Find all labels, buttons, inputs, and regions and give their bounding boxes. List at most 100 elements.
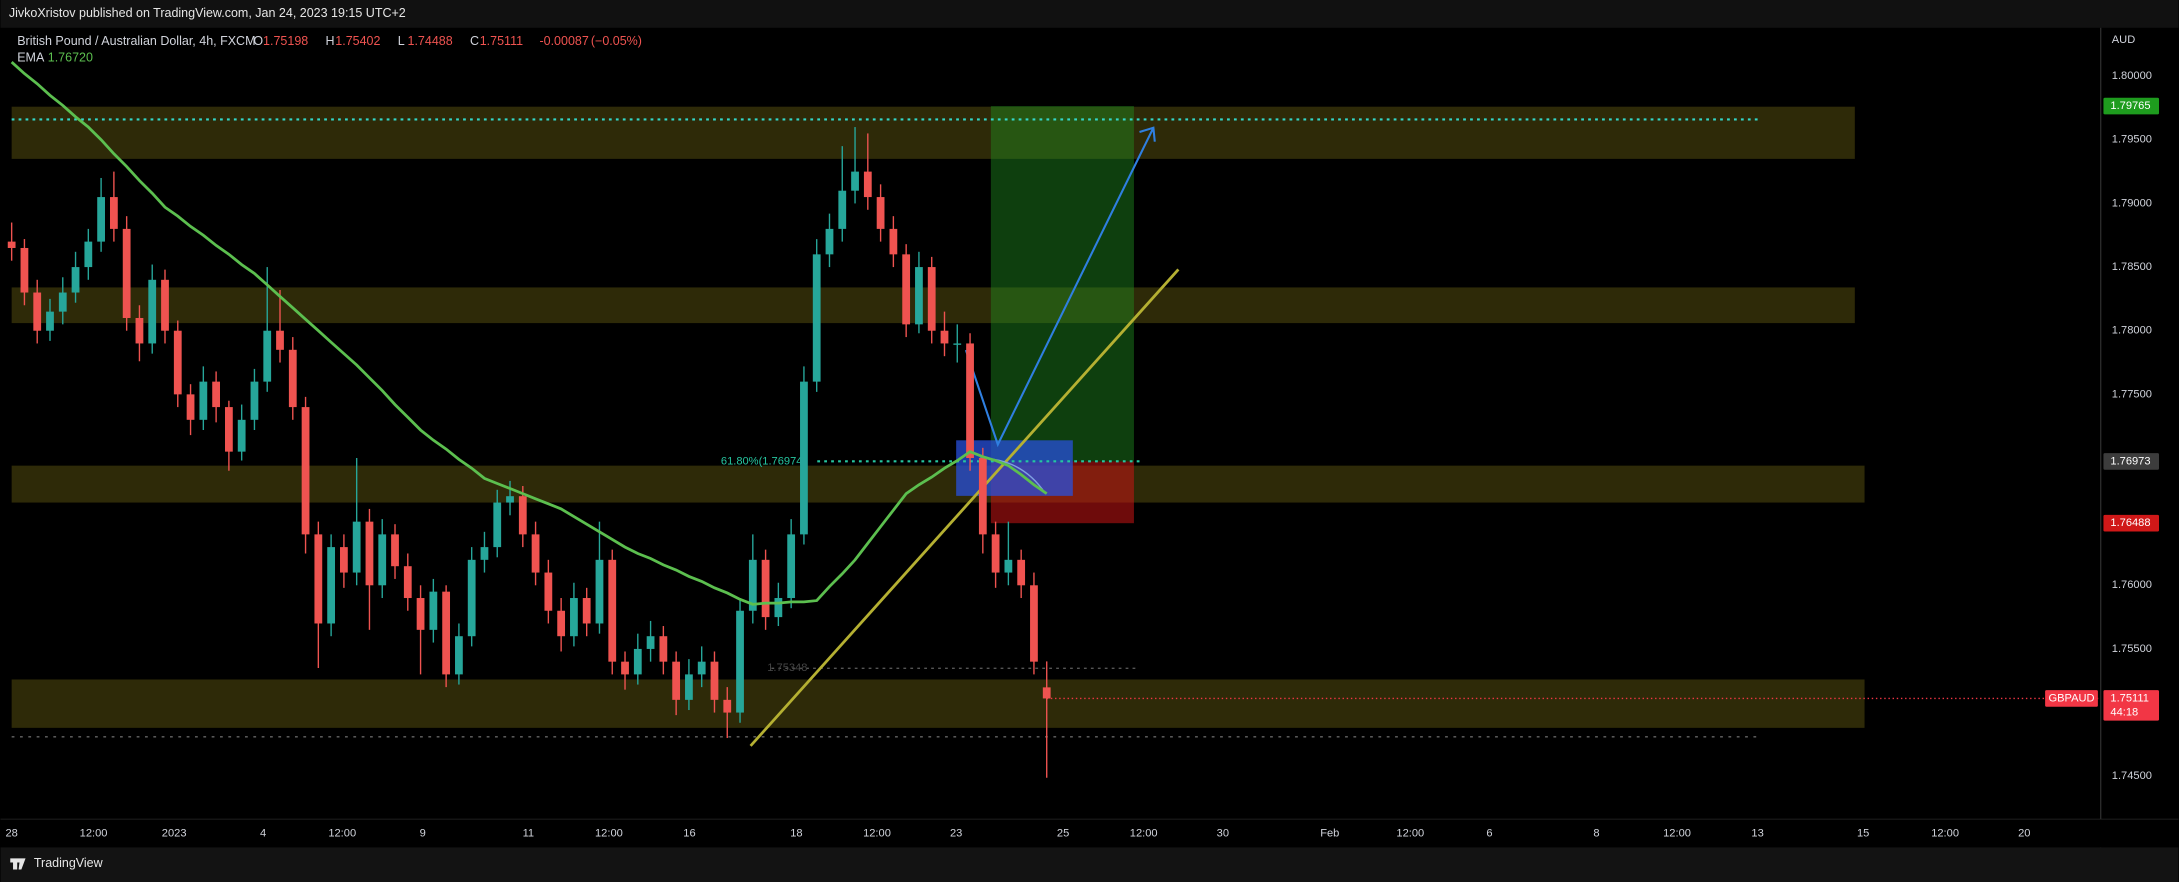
x-tick-label: 12:00: [328, 827, 356, 839]
candle-body: [506, 496, 514, 503]
candle-body: [787, 534, 796, 599]
x-tick-label: 12:00: [1130, 827, 1158, 839]
candle-body: [761, 559, 770, 618]
legend: O 1.75198 H 1.75402 L 1.74488 C 1.75111 -0.00087…: [253, 34, 642, 48]
candle-body: [710, 661, 719, 700]
x-tick-label: 2023: [162, 827, 187, 839]
candle-body: [902, 254, 911, 325]
x-tick-label: 23: [950, 827, 962, 839]
x-tick-label: 30: [1217, 827, 1229, 839]
ema-line: [10, 61, 1048, 606]
candle-body: [940, 330, 949, 344]
y-tick-label: 1.78000: [2112, 325, 2152, 337]
brand-logo: [10, 858, 26, 870]
ohlc-label: L: [398, 34, 405, 48]
fib-zone: [956, 440, 1073, 496]
price-badge-label: 1.76973: [2110, 455, 2150, 467]
candle-body: [122, 228, 131, 318]
candle-body: [582, 598, 591, 624]
y-tick-label: 1.80000: [2112, 70, 2152, 82]
ohlc-label: C: [470, 34, 479, 48]
candle-body: [825, 228, 834, 255]
symbol-badge: [2045, 690, 2098, 707]
candle-body: [800, 381, 808, 535]
ohlc-value: 1.75198: [263, 34, 308, 48]
y-tick-label: 1.78500: [2112, 261, 2152, 273]
candle-body: [915, 267, 923, 325]
x-tick-label: 12:00: [1931, 827, 1959, 839]
candle-body: [621, 661, 629, 675]
candle-body: [442, 591, 451, 675]
candle-body: [225, 407, 233, 452]
last-price-label: 1.75111: [2110, 692, 2149, 704]
candle-body: [7, 241, 16, 248]
candle-body: [327, 547, 336, 624]
x-tick-label: 15: [1857, 827, 1869, 839]
x-tick-label: 12:00: [595, 827, 623, 839]
y-tick-label: 1.74500: [2112, 770, 2152, 782]
candle-body: [1042, 687, 1051, 699]
top-bar: [0, 0, 2179, 28]
candle-body: [391, 534, 399, 567]
ohlc-label: O: [253, 34, 263, 48]
candle-body: [97, 197, 105, 242]
candle-body: [161, 279, 169, 331]
candle-body: [365, 521, 374, 586]
chart-title: British Pound / Australian Dollar, 4h, F…: [17, 34, 255, 48]
x-tick-label: 16: [683, 827, 695, 839]
price-badge-label: 1.76488: [2110, 517, 2150, 529]
fib-label: 61.80%(1.76974): [721, 455, 807, 467]
candle-body: [148, 279, 157, 344]
axis-unit: AUD: [2112, 34, 2135, 46]
x-tick-label: Feb: [1320, 827, 1339, 839]
x-tick-label: 28: [5, 827, 17, 839]
x-tick-label: 13: [1751, 827, 1763, 839]
change-pct: (−0.05%): [591, 34, 642, 48]
x-tick-label: 12:00: [1663, 827, 1691, 839]
x-tick-label: 9: [420, 827, 426, 839]
candle-body: [659, 636, 668, 662]
candle-body: [889, 228, 898, 255]
candle-body: [33, 292, 42, 331]
candle-body: [493, 502, 502, 548]
candle-body: [1004, 559, 1013, 573]
x-tick-label: 6: [1486, 827, 1492, 839]
candle-body: [378, 534, 387, 586]
candle-body: [927, 267, 936, 331]
candle-body: [109, 197, 118, 229]
candle-body: [672, 661, 681, 700]
candle-body: [135, 317, 144, 344]
candle-body: [736, 610, 744, 713]
candle-body: [748, 559, 757, 611]
candle-body: [480, 547, 489, 560]
target-zone: [990, 106, 1134, 462]
candle-body: [71, 267, 80, 293]
candle-body: [774, 598, 783, 618]
x-tick-label: 12:00: [80, 827, 108, 839]
change: -0.00087: [539, 34, 588, 48]
x-tick-label: 18: [790, 827, 802, 839]
footer-bar: [0, 847, 2179, 882]
candle-body: [237, 419, 246, 452]
ohlc-value: 1.75402: [335, 34, 380, 48]
candle-body: [697, 661, 706, 675]
candle-body: [876, 197, 885, 229]
candle-body: [685, 674, 693, 700]
candle-body: [263, 330, 272, 382]
candle-body: [851, 171, 859, 191]
x-tick-label: 4: [260, 827, 266, 839]
candle-body: [595, 559, 604, 624]
candle-body: [20, 247, 29, 293]
candle-body: [570, 598, 578, 637]
candle-body: [416, 598, 425, 630]
candle-body: [544, 572, 553, 611]
candle-body: [966, 343, 974, 459]
plot: 1.75348 61.80%(1.76974): [7, 61, 2101, 778]
y-tick-label: 1.79000: [2112, 197, 2152, 209]
y-tick-label: 1.79500: [2112, 134, 2152, 146]
time-axis: [0, 819, 2179, 848]
candle-body: [186, 394, 195, 420]
candle-body: [863, 171, 872, 198]
